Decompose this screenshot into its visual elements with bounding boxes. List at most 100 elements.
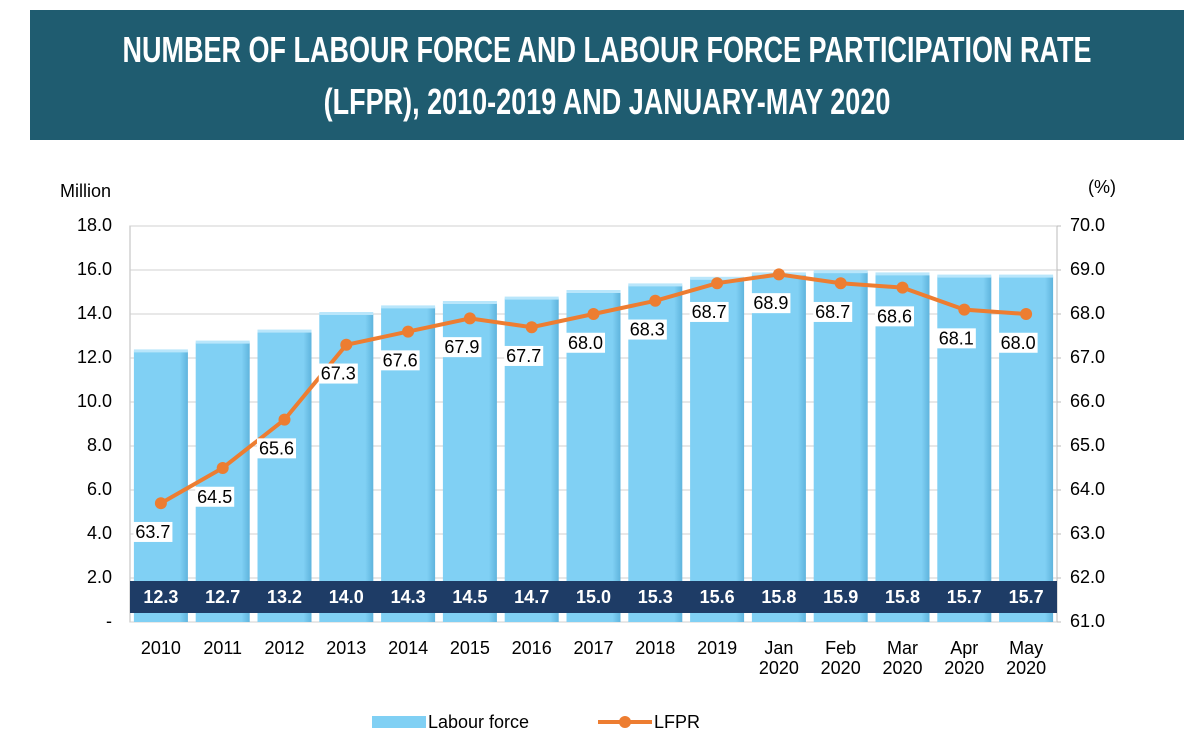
y-tick-label: 16.0 [77,259,112,279]
line-value-label: 67.3 [321,364,356,384]
bar-value-label: 15.6 [700,587,735,607]
line-marker [711,277,723,289]
bar-value-label: 15.7 [947,587,982,607]
bar [876,274,930,622]
line-value-label: 63.7 [135,522,170,542]
bar-top [443,301,497,304]
line-marker [279,414,291,426]
line-marker [588,308,600,320]
bar-top [567,290,621,293]
line-value-label: 65.6 [259,438,294,458]
y-tick-label: 4.0 [87,523,112,543]
line-marker [155,497,167,509]
bar-top [381,305,435,308]
line-value-label: 67.6 [383,350,418,370]
y-tick-label: 14.0 [77,303,112,323]
y2-tick-label: 62.0 [1070,567,1105,587]
x-tick-label: May 2020 [998,638,1054,678]
line-marker [526,321,538,333]
line-marker [1020,308,1032,320]
y-tick-label: 2.0 [87,567,112,587]
y2-tick-label: 69.0 [1070,259,1105,279]
bar-value-label: 13.2 [267,587,302,607]
bar-top [628,283,682,286]
x-tick-label: Feb 2020 [813,638,869,678]
line-value-label: 68.7 [692,302,727,322]
y2-tick-label: 68.0 [1070,303,1105,323]
line-marker [340,339,352,351]
x-tick-label: 2015 [442,638,498,658]
y-tick-label: - [106,611,112,631]
y-tick-label: 18.0 [77,215,112,235]
x-tick-label: 2013 [318,638,374,658]
y2-tick-label: 63.0 [1070,523,1105,543]
line-marker [897,282,909,294]
y-tick-label: 12.0 [77,347,112,367]
y2-axis-label: (%) [1088,177,1116,197]
y2-tick-label: 67.0 [1070,347,1105,367]
line-marker [464,312,476,324]
bar [814,272,868,622]
x-tick-label: 2019 [689,638,745,658]
x-tick-label: Apr 2020 [936,638,992,678]
bar-value-label: 15.3 [638,587,673,607]
bar [690,279,744,622]
bar-top [258,330,312,333]
bar-value-label: 15.9 [823,587,858,607]
bar [752,274,806,622]
bar [258,332,312,622]
bar-value-label: 14.5 [452,587,487,607]
page: NUMBER OF LABOUR FORCE AND LABOUR FORCE … [0,0,1184,749]
line-value-label: 68.6 [877,306,912,326]
line-value-label: 68.7 [815,302,850,322]
line-marker [217,462,229,474]
line-marker [958,304,970,316]
line-value-label: 68.9 [753,293,788,313]
line-value-label: 68.0 [568,333,603,353]
x-tick-label: 2010 [133,638,189,658]
bar-top [999,275,1053,278]
bar-value-label: 12.7 [205,587,240,607]
line-value-label: 68.3 [630,320,665,340]
line-value-label: 67.7 [506,346,541,366]
bar-value-label: 15.8 [885,587,920,607]
bar-value-label: 14.0 [329,587,364,607]
y2-tick-label: 70.0 [1070,215,1105,235]
bar-value-label: 12.3 [143,587,178,607]
x-tick-label: Mar 2020 [875,638,931,678]
y2-tick-label: 64.0 [1070,479,1105,499]
y2-tick-label: 61.0 [1070,611,1105,631]
bar-value-label: 14.3 [391,587,426,607]
bar-value-label: 14.7 [514,587,549,607]
y-axis-label: Million [60,181,111,201]
legend-label: LFPR [654,712,700,732]
bar-top [319,312,373,315]
bar [999,277,1053,622]
bar-top [876,272,930,275]
bar-value-label: 15.7 [1009,587,1044,607]
line-marker [773,268,785,280]
legend-label: Labour force [428,712,529,732]
bar-value-label: 15.0 [576,587,611,607]
line-marker [402,326,414,338]
x-tick-label: 2014 [380,638,436,658]
y2-tick-label: 66.0 [1070,391,1105,411]
y-tick-label: 10.0 [77,391,112,411]
line-value-label: 68.0 [1001,333,1036,353]
bar-top [134,349,188,352]
line-value-label: 64.5 [197,487,232,507]
bar [196,343,250,622]
bar-top [505,297,559,300]
x-tick-label: 2016 [504,638,560,658]
line-value-label: 68.1 [939,328,974,348]
bar-value-label: 15.8 [761,587,796,607]
x-tick-label: Jan 2020 [751,638,807,678]
line-marker [835,277,847,289]
line-marker [649,295,661,307]
bar-top [937,275,991,278]
legend-swatch [619,716,631,728]
y-tick-label: 8.0 [87,435,112,455]
bar-top [196,341,250,344]
bar [319,314,373,622]
x-tick-label: 2017 [566,638,622,658]
